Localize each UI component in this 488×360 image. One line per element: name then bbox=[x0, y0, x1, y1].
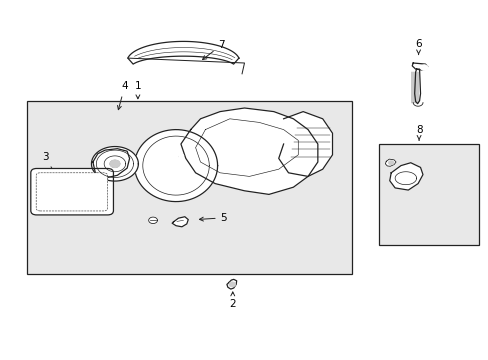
Text: 6: 6 bbox=[414, 39, 421, 54]
Circle shape bbox=[420, 65, 427, 71]
Text: 2: 2 bbox=[229, 292, 236, 309]
Polygon shape bbox=[181, 108, 317, 194]
Polygon shape bbox=[91, 147, 138, 181]
Text: 1: 1 bbox=[134, 81, 141, 99]
Bar bbox=[27, 101, 351, 274]
Polygon shape bbox=[110, 160, 120, 167]
Polygon shape bbox=[278, 112, 332, 176]
Polygon shape bbox=[148, 217, 157, 224]
Circle shape bbox=[387, 161, 393, 165]
Bar bbox=[378, 144, 478, 245]
Polygon shape bbox=[385, 159, 395, 166]
Text: 4: 4 bbox=[117, 81, 128, 110]
Circle shape bbox=[228, 282, 235, 287]
Polygon shape bbox=[389, 163, 422, 190]
FancyBboxPatch shape bbox=[31, 168, 113, 215]
Text: 3: 3 bbox=[42, 152, 54, 173]
Text: 5: 5 bbox=[199, 213, 227, 223]
Polygon shape bbox=[411, 63, 427, 70]
FancyBboxPatch shape bbox=[36, 173, 107, 211]
Polygon shape bbox=[172, 217, 188, 227]
Polygon shape bbox=[226, 279, 236, 289]
Text: 7: 7 bbox=[202, 40, 224, 59]
Text: 8: 8 bbox=[415, 125, 422, 140]
Polygon shape bbox=[134, 130, 217, 202]
Polygon shape bbox=[127, 41, 239, 64]
Circle shape bbox=[178, 153, 183, 158]
Polygon shape bbox=[414, 69, 420, 104]
Polygon shape bbox=[93, 149, 129, 177]
